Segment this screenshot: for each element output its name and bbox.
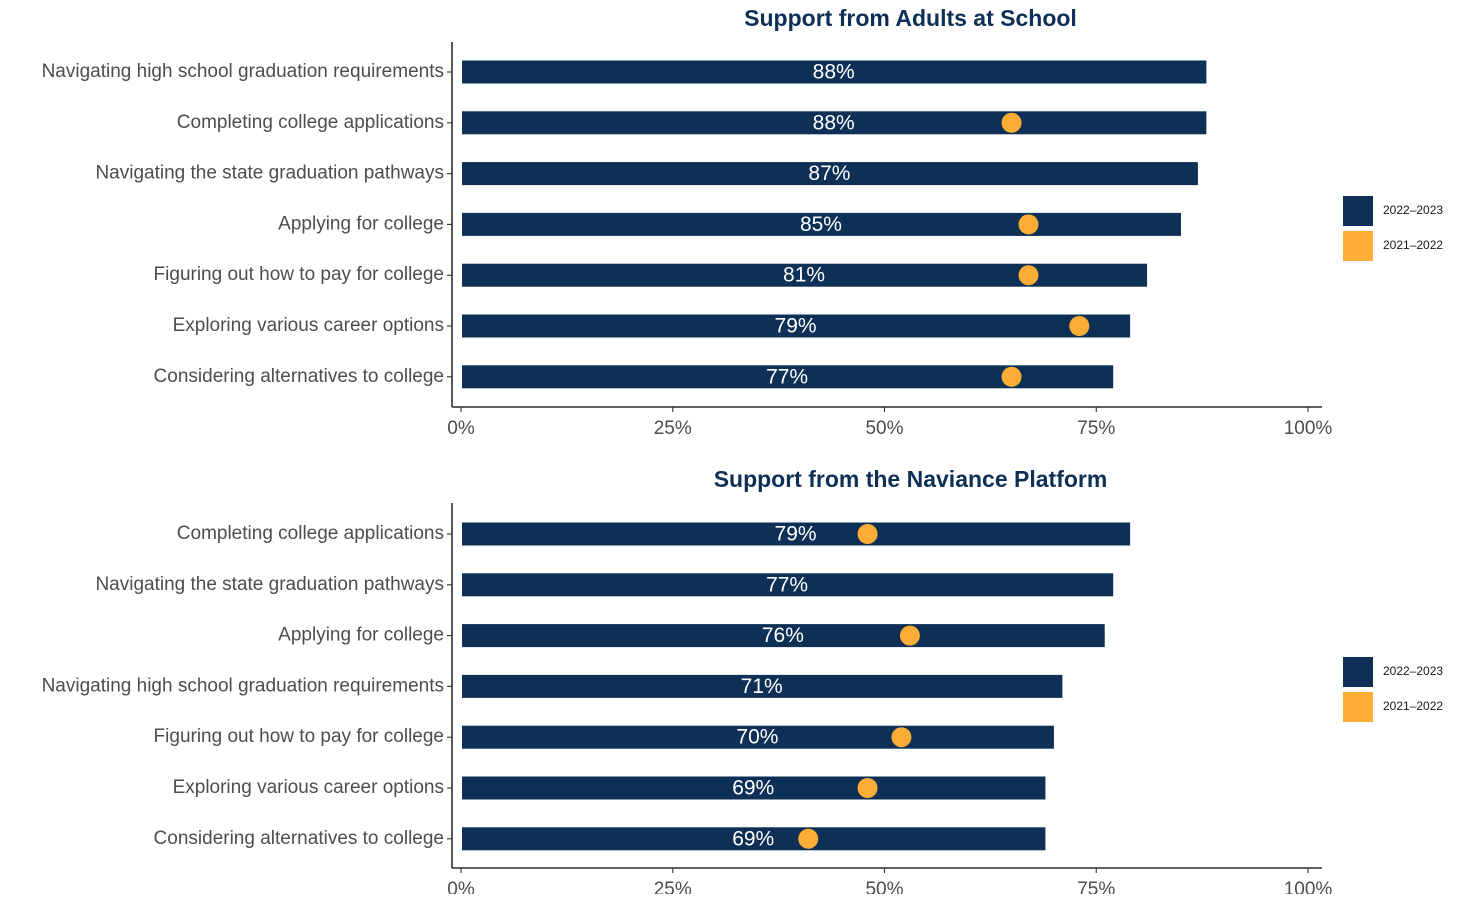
category-label: Navigating high school graduation requir… [42, 61, 444, 82]
bar [462, 624, 1105, 648]
point-marker [798, 828, 819, 849]
x-tick-label: 100% [1284, 879, 1333, 894]
x-tick-label: 50% [865, 879, 903, 894]
legend-swatch [1343, 692, 1373, 722]
legend-label: 2021–2022 [1383, 699, 1443, 713]
bar-value-label: 77% [766, 573, 808, 596]
category-label: Completing college applications [177, 523, 444, 544]
category-label: Exploring various career options [173, 777, 444, 798]
point-marker [857, 778, 878, 798]
category-label: Applying for college [278, 213, 444, 234]
bar-value-label: 88% [813, 111, 855, 134]
category-label: Exploring various career options [173, 315, 444, 336]
bar [462, 827, 1046, 851]
category-label: Considering alternatives to college [154, 828, 444, 849]
legend-swatch [1343, 657, 1373, 687]
bar-value-label: 79% [775, 523, 817, 546]
legend-label: 2021–2022 [1383, 238, 1443, 252]
chart-title: Support from Adults at School [744, 5, 1077, 31]
bar [462, 776, 1046, 800]
legend-label: 2022–2023 [1383, 664, 1443, 678]
x-tick-label: 75% [1077, 879, 1115, 894]
legend-swatch [1343, 196, 1373, 226]
category-label: Applying for college [278, 625, 444, 646]
point-marker [1018, 265, 1039, 286]
bar [462, 314, 1131, 338]
point-marker [899, 625, 920, 646]
category-label: Figuring out how to pay for college [154, 726, 444, 747]
category-label: Considering alternatives to college [154, 366, 444, 387]
category-label: Navigating the state graduation pathways [95, 574, 444, 595]
bar-value-label: 77% [766, 365, 808, 388]
category-label: Figuring out how to pay for college [154, 264, 444, 285]
point-marker [1001, 112, 1022, 133]
x-tick-label: 0% [447, 879, 475, 894]
category-label: Completing college applications [177, 112, 444, 133]
bar-value-label: 88% [813, 61, 855, 84]
point-marker [1001, 366, 1022, 387]
legend-label: 2022–2023 [1383, 203, 1443, 217]
bar [462, 111, 1207, 135]
category-label: Navigating high school graduation requir… [42, 675, 444, 696]
category-label: Navigating the state graduation pathways [95, 163, 444, 184]
point-marker [1018, 214, 1039, 235]
bar [462, 365, 1114, 389]
bar-value-label: 69% [732, 827, 774, 850]
bar [462, 212, 1181, 236]
bar-value-label: 79% [775, 315, 817, 338]
bar-value-label: 87% [808, 162, 850, 185]
bar-value-label: 71% [741, 675, 783, 698]
bar [462, 60, 1207, 84]
bar-value-label: 81% [783, 264, 825, 287]
x-tick-label: 50% [865, 418, 903, 439]
x-tick-label: 100% [1284, 418, 1333, 439]
bar-value-label: 70% [736, 726, 778, 749]
x-tick-label: 0% [447, 418, 475, 439]
bar-value-label: 76% [762, 624, 804, 647]
bar [462, 573, 1114, 597]
bar [462, 263, 1148, 287]
bar [462, 674, 1063, 698]
bar-value-label: 69% [732, 777, 774, 800]
bar-value-label: 85% [800, 213, 842, 236]
bar [462, 162, 1198, 186]
x-tick-label: 25% [654, 418, 692, 439]
point-marker [891, 727, 912, 748]
point-marker [857, 524, 878, 544]
chart-title: Support from the Naviance Platform [714, 466, 1108, 492]
bar [462, 522, 1131, 546]
x-tick-label: 25% [654, 879, 692, 894]
x-tick-label: 75% [1077, 418, 1115, 439]
legend-swatch [1343, 231, 1373, 261]
point-marker [1069, 316, 1090, 336]
